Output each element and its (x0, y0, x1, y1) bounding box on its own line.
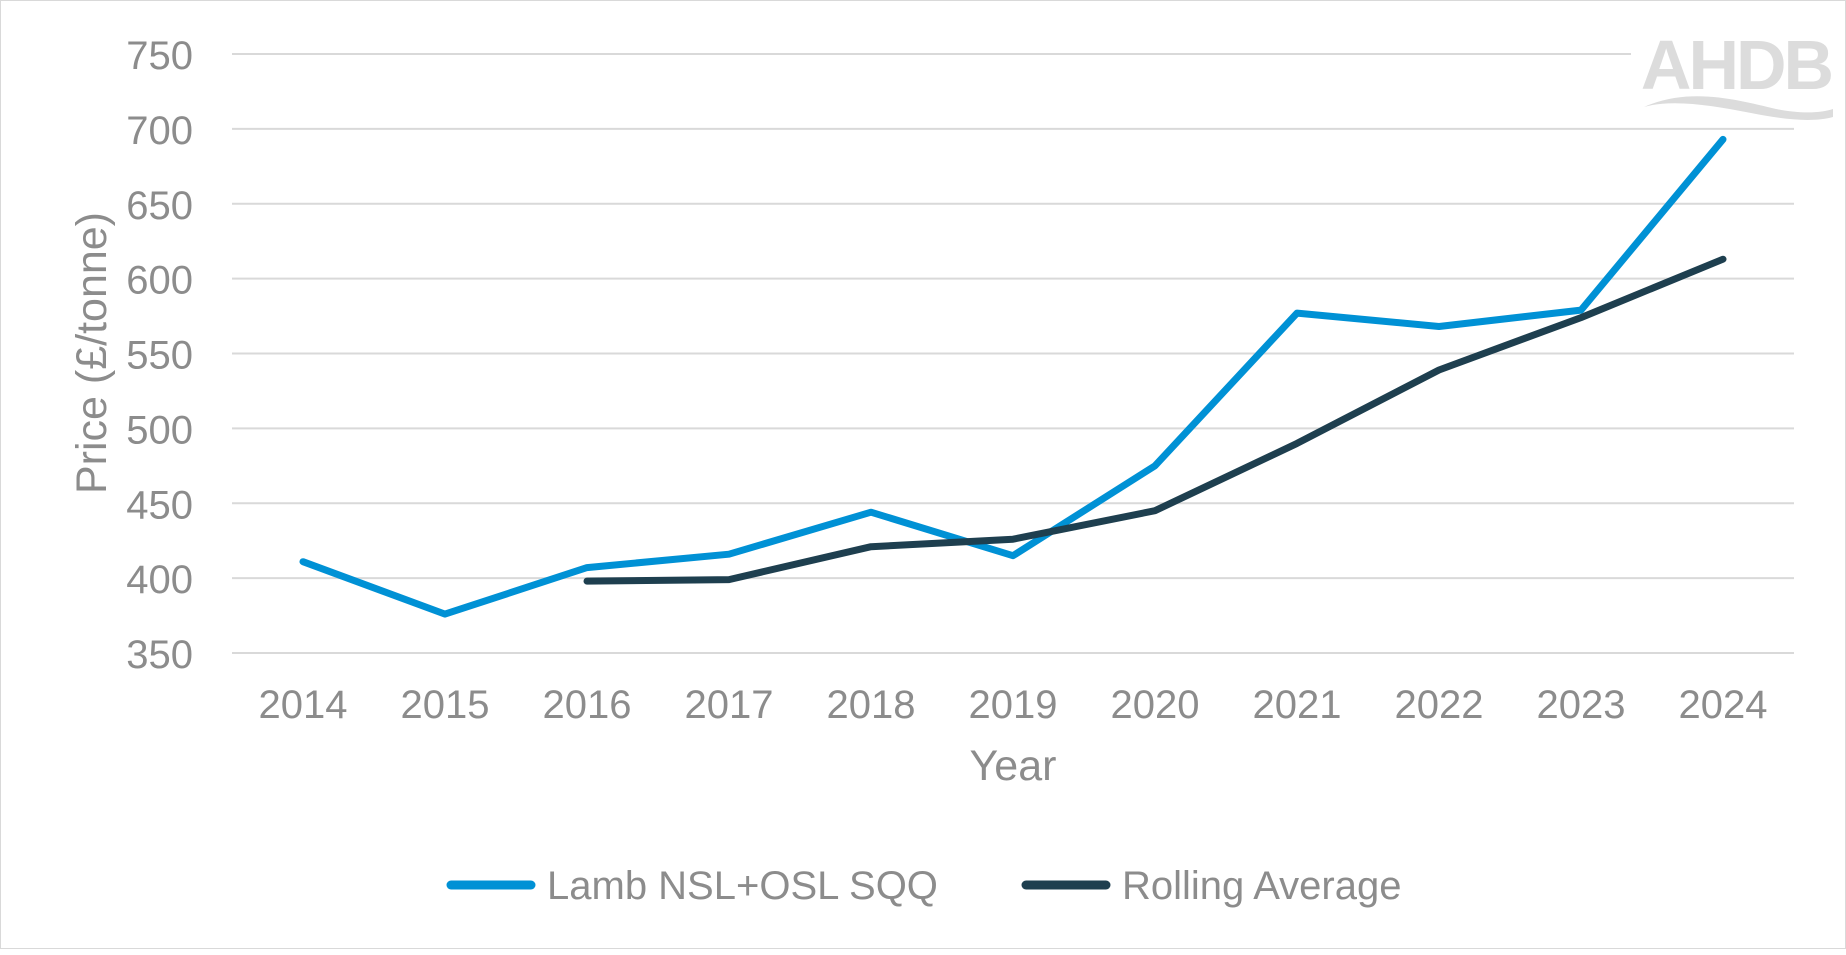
series-line-rolling-average (587, 259, 1723, 581)
x-tick-label: 2020 (1111, 683, 1200, 727)
legend-item: Lamb NSL+OSL SQQ (451, 864, 938, 908)
ahdb-logo: AHDB (1641, 26, 1833, 120)
y-axis-title: Price (£/tonne) (68, 212, 116, 494)
x-tick-label: 2014 (259, 683, 348, 727)
x-axis-title: Year (970, 742, 1057, 790)
x-tick-label: 2022 (1395, 683, 1484, 727)
y-tick-label: 600 (126, 259, 193, 303)
y-tick-label: 750 (126, 34, 193, 78)
legend-item: Rolling Average (1026, 864, 1401, 908)
x-tick-labels: 2014 2015 2016 2017 2018 2019 2020 2021 2022 2023… (259, 683, 1768, 727)
series-lines (303, 139, 1723, 614)
x-tick-label: 2024 (1679, 683, 1768, 727)
legend: Lamb NSL+OSL SQQ Rolling Average (451, 864, 1401, 908)
y-tick-label: 700 (126, 109, 193, 153)
x-tick-label: 2017 (685, 683, 774, 727)
legend-label: Lamb NSL+OSL SQQ (547, 864, 938, 908)
y-tick-labels: 350 400 450 500 550 600 650 700 750 (126, 34, 193, 677)
y-tick-label: 350 (126, 633, 193, 677)
x-tick-label: 2021 (1253, 683, 1342, 727)
y-tick-label: 500 (126, 408, 193, 452)
x-tick-label: 2015 (401, 683, 490, 727)
y-tick-label: 400 (126, 558, 193, 602)
gridlines (232, 54, 1794, 653)
x-tick-label: 2023 (1537, 683, 1626, 727)
x-tick-label: 2019 (969, 683, 1058, 727)
svg-text:AHDB: AHDB (1641, 26, 1832, 104)
y-tick-label: 550 (126, 334, 193, 378)
x-tick-label: 2018 (827, 683, 916, 727)
y-tick-label: 650 (126, 184, 193, 228)
series-line-lamb (303, 139, 1723, 614)
y-tick-label: 450 (126, 483, 193, 527)
x-tick-label: 2016 (543, 683, 632, 727)
legend-label: Rolling Average (1122, 864, 1401, 908)
